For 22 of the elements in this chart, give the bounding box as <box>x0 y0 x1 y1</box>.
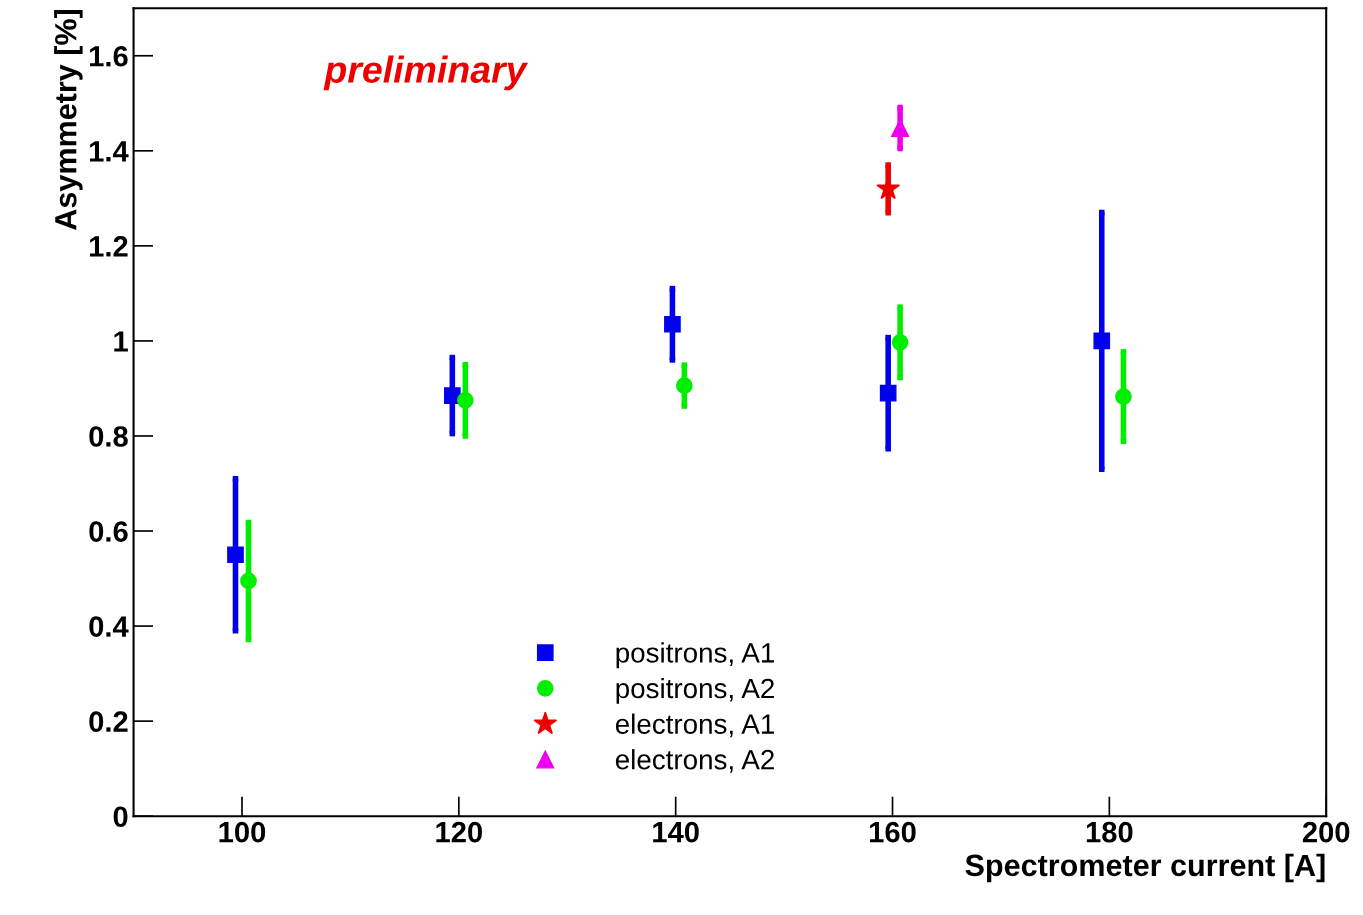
y-tick-label: 0.2 <box>89 711 128 732</box>
y-axis-title: Asymmetry [%] <box>54 9 83 230</box>
x-tick-label: 140 <box>653 821 699 843</box>
y-tick-label: 1 <box>114 331 128 352</box>
y-tick-label: 0 <box>113 806 128 828</box>
x-axis-title: Spectrometer current [A] <box>965 853 1325 883</box>
x-tick-label: 180 <box>1086 821 1133 843</box>
y-tick-label: 1.6 <box>90 45 128 67</box>
legend-label: electrons, A2 <box>615 749 774 773</box>
y-tick-label: 0.4 <box>89 616 129 637</box>
y-tick-label: 1.4 <box>90 141 129 162</box>
y-tick-label: 1.2 <box>90 236 128 257</box>
annotation: preliminary <box>323 55 529 91</box>
x-tick-label: 120 <box>436 821 482 843</box>
y-tick-label: 0.6 <box>89 521 128 542</box>
x-tick-label: 160 <box>870 821 916 843</box>
x-tick-label: 200 <box>1302 821 1350 843</box>
x-tick-label: 100 <box>219 821 266 843</box>
legend-label: positrons, A2 <box>616 677 774 704</box>
legend-label: electrons, A1 <box>615 713 774 738</box>
y-tick-label: 0.8 <box>89 426 128 447</box>
legend-label: positrons, A1 <box>616 642 774 669</box>
